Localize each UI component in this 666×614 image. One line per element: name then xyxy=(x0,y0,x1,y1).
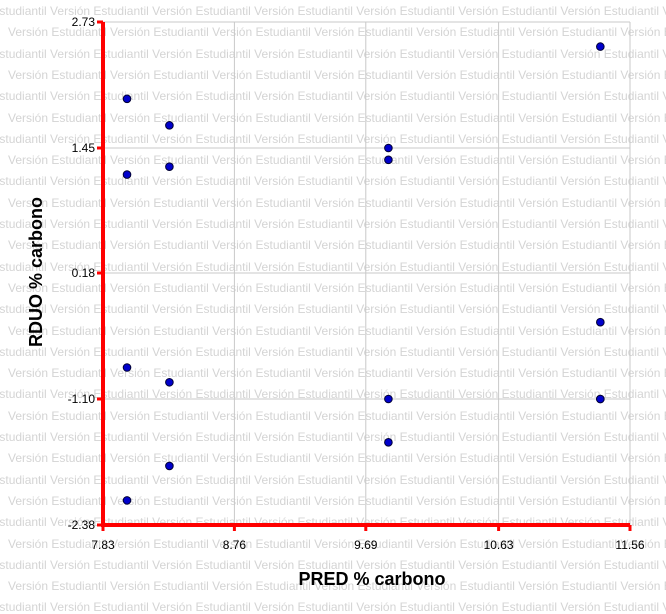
x-tick-label: 10.63 xyxy=(484,538,514,552)
data-point xyxy=(384,438,393,447)
y-tick-label: 1.45 xyxy=(72,141,96,155)
x-axis-label: PRED % carbono xyxy=(298,569,445,589)
data-point xyxy=(165,162,174,171)
data-points xyxy=(122,42,605,505)
data-point xyxy=(122,363,132,372)
data-point xyxy=(596,317,605,327)
data-point xyxy=(596,42,605,51)
data-point xyxy=(596,394,605,404)
data-point xyxy=(122,496,132,505)
data-point xyxy=(384,155,393,165)
data-point xyxy=(122,94,132,104)
tick-marks xyxy=(97,20,632,531)
y-tick-label: -1.10 xyxy=(68,392,96,406)
y-tick-label: 2.73 xyxy=(72,15,96,29)
data-point xyxy=(165,461,174,471)
data-point xyxy=(384,143,393,153)
x-tick-label: 7.83 xyxy=(91,538,115,552)
grid-lines xyxy=(102,21,631,526)
y-axis-label: RDUO % carbono xyxy=(26,197,46,347)
tick-labels: 7.83 8.76 9.69 10.63 11.56 -2.38 -1.10 0.18 1.45… xyxy=(68,15,645,552)
data-point xyxy=(165,377,174,387)
data-point xyxy=(384,394,393,404)
data-point xyxy=(165,121,174,130)
x-tick-label: 11.56 xyxy=(615,538,644,552)
data-point xyxy=(122,170,132,179)
x-tick-label: 8.76 xyxy=(223,538,247,552)
y-tick-label: 0.18 xyxy=(72,266,96,280)
y-tick-label: -2.38 xyxy=(68,518,96,532)
x-tick-label: 9.69 xyxy=(354,538,378,552)
